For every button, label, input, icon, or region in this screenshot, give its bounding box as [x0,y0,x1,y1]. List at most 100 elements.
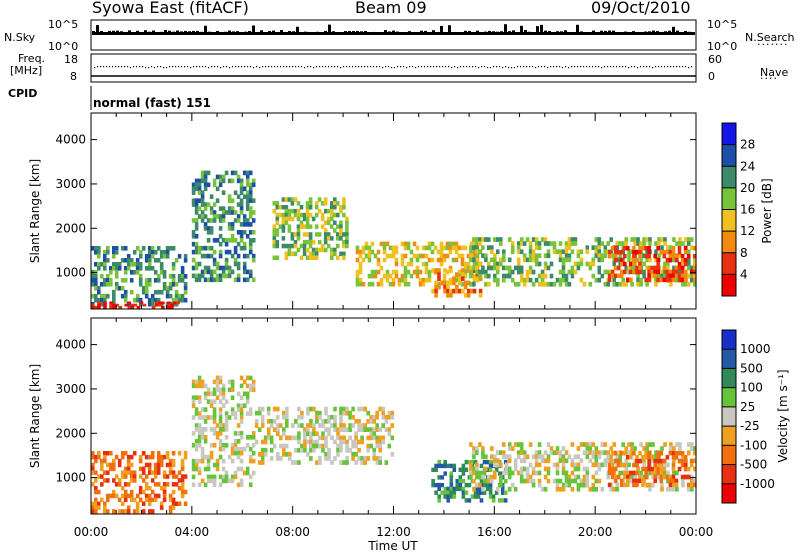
data-cell [639,281,643,287]
data-cell [665,474,670,480]
data-cell [299,255,304,260]
data-cell [585,478,590,484]
data-cell [579,257,584,263]
freq-dot [571,66,573,68]
noise-bar [444,32,447,35]
data-cell [364,253,369,259]
data-cell [606,458,610,464]
data-cell [369,414,373,420]
data-cell [564,482,569,488]
data-cell [294,435,298,441]
data-cell [446,498,450,503]
data-cell [136,305,141,309]
data-cell [287,224,292,229]
data-cell [525,273,530,279]
data-cell [687,261,691,267]
data-cell [674,451,679,456]
data-cell [490,249,494,255]
data-cell [394,245,399,251]
freq-dot [670,66,672,68]
noise-bar [644,31,647,35]
data-cell [443,463,447,469]
data-cell [555,466,560,472]
noise-bar [616,32,619,35]
data-cell [206,454,211,460]
data-cell [233,470,238,476]
data-cell [387,414,392,420]
data-cell [660,237,664,242]
data-cell [194,261,199,267]
data-cell [576,466,581,472]
data-cell [561,470,566,476]
data-cell [200,450,205,456]
data-cell [481,245,485,250]
colorbar-tick-label: 20 [740,181,755,195]
data-cell [233,415,238,420]
data-cell [248,222,253,227]
data-cell [230,458,235,464]
data-cell [403,281,408,287]
data-cell [147,266,152,271]
data-cell [612,486,616,492]
data-cell [300,414,304,420]
data-cell [126,470,131,475]
data-cell [629,261,633,267]
data-cell [284,251,289,257]
noise-bar [572,32,575,35]
data-cell [206,265,211,271]
data-cell [171,505,176,510]
data-cell [281,220,286,225]
noise-bar [360,31,363,35]
data-cell [144,486,149,491]
data-cell [519,249,524,255]
data-cell [482,459,487,465]
data-cell [162,482,167,487]
data-cell [616,458,621,464]
data-cell [606,454,610,460]
data-cell [558,478,563,484]
data-cell [206,253,211,259]
data-cell [212,182,217,188]
data-cell [209,399,214,404]
data-cell [203,265,208,271]
data-cell [519,442,524,447]
data-cell [212,427,217,432]
data-cell [239,222,244,227]
data-cell [674,257,679,263]
data-cell [161,305,165,309]
data-cell [177,297,182,303]
data-cell [245,391,250,397]
freq-dot [265,66,267,68]
data-cell [103,305,107,309]
freq-dot [352,66,354,68]
data-cell [147,262,152,267]
data-cell [275,216,280,222]
data-cell [689,458,694,464]
data-cell [224,170,229,176]
data-cell [519,466,524,472]
data-cell [197,399,202,404]
freq-dot [232,66,234,68]
data-cell [671,277,676,283]
data-cell [318,435,322,441]
data-cell [460,253,465,259]
data-cell [421,253,426,259]
data-cell [516,470,521,476]
data-cell [531,454,536,460]
data-cell [106,451,110,456]
data-cell [360,435,364,441]
data-cell [666,478,670,484]
colorbar-frame [721,329,737,504]
data-cell [552,245,557,250]
data-cell [457,273,462,279]
data-cell [100,282,104,287]
data-cell [177,478,182,483]
data-cell [690,446,694,451]
data-cell [239,411,244,416]
nave-rtick-top: 60 [708,53,722,66]
freq-dot [685,66,687,68]
data-cell [502,470,506,476]
data-cell [117,509,122,514]
data-cell [323,197,328,202]
data-cell [546,458,551,464]
